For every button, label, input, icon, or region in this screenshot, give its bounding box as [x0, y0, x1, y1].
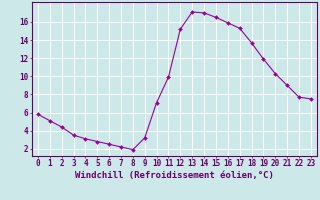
X-axis label: Windchill (Refroidissement éolien,°C): Windchill (Refroidissement éolien,°C) [75, 171, 274, 180]
